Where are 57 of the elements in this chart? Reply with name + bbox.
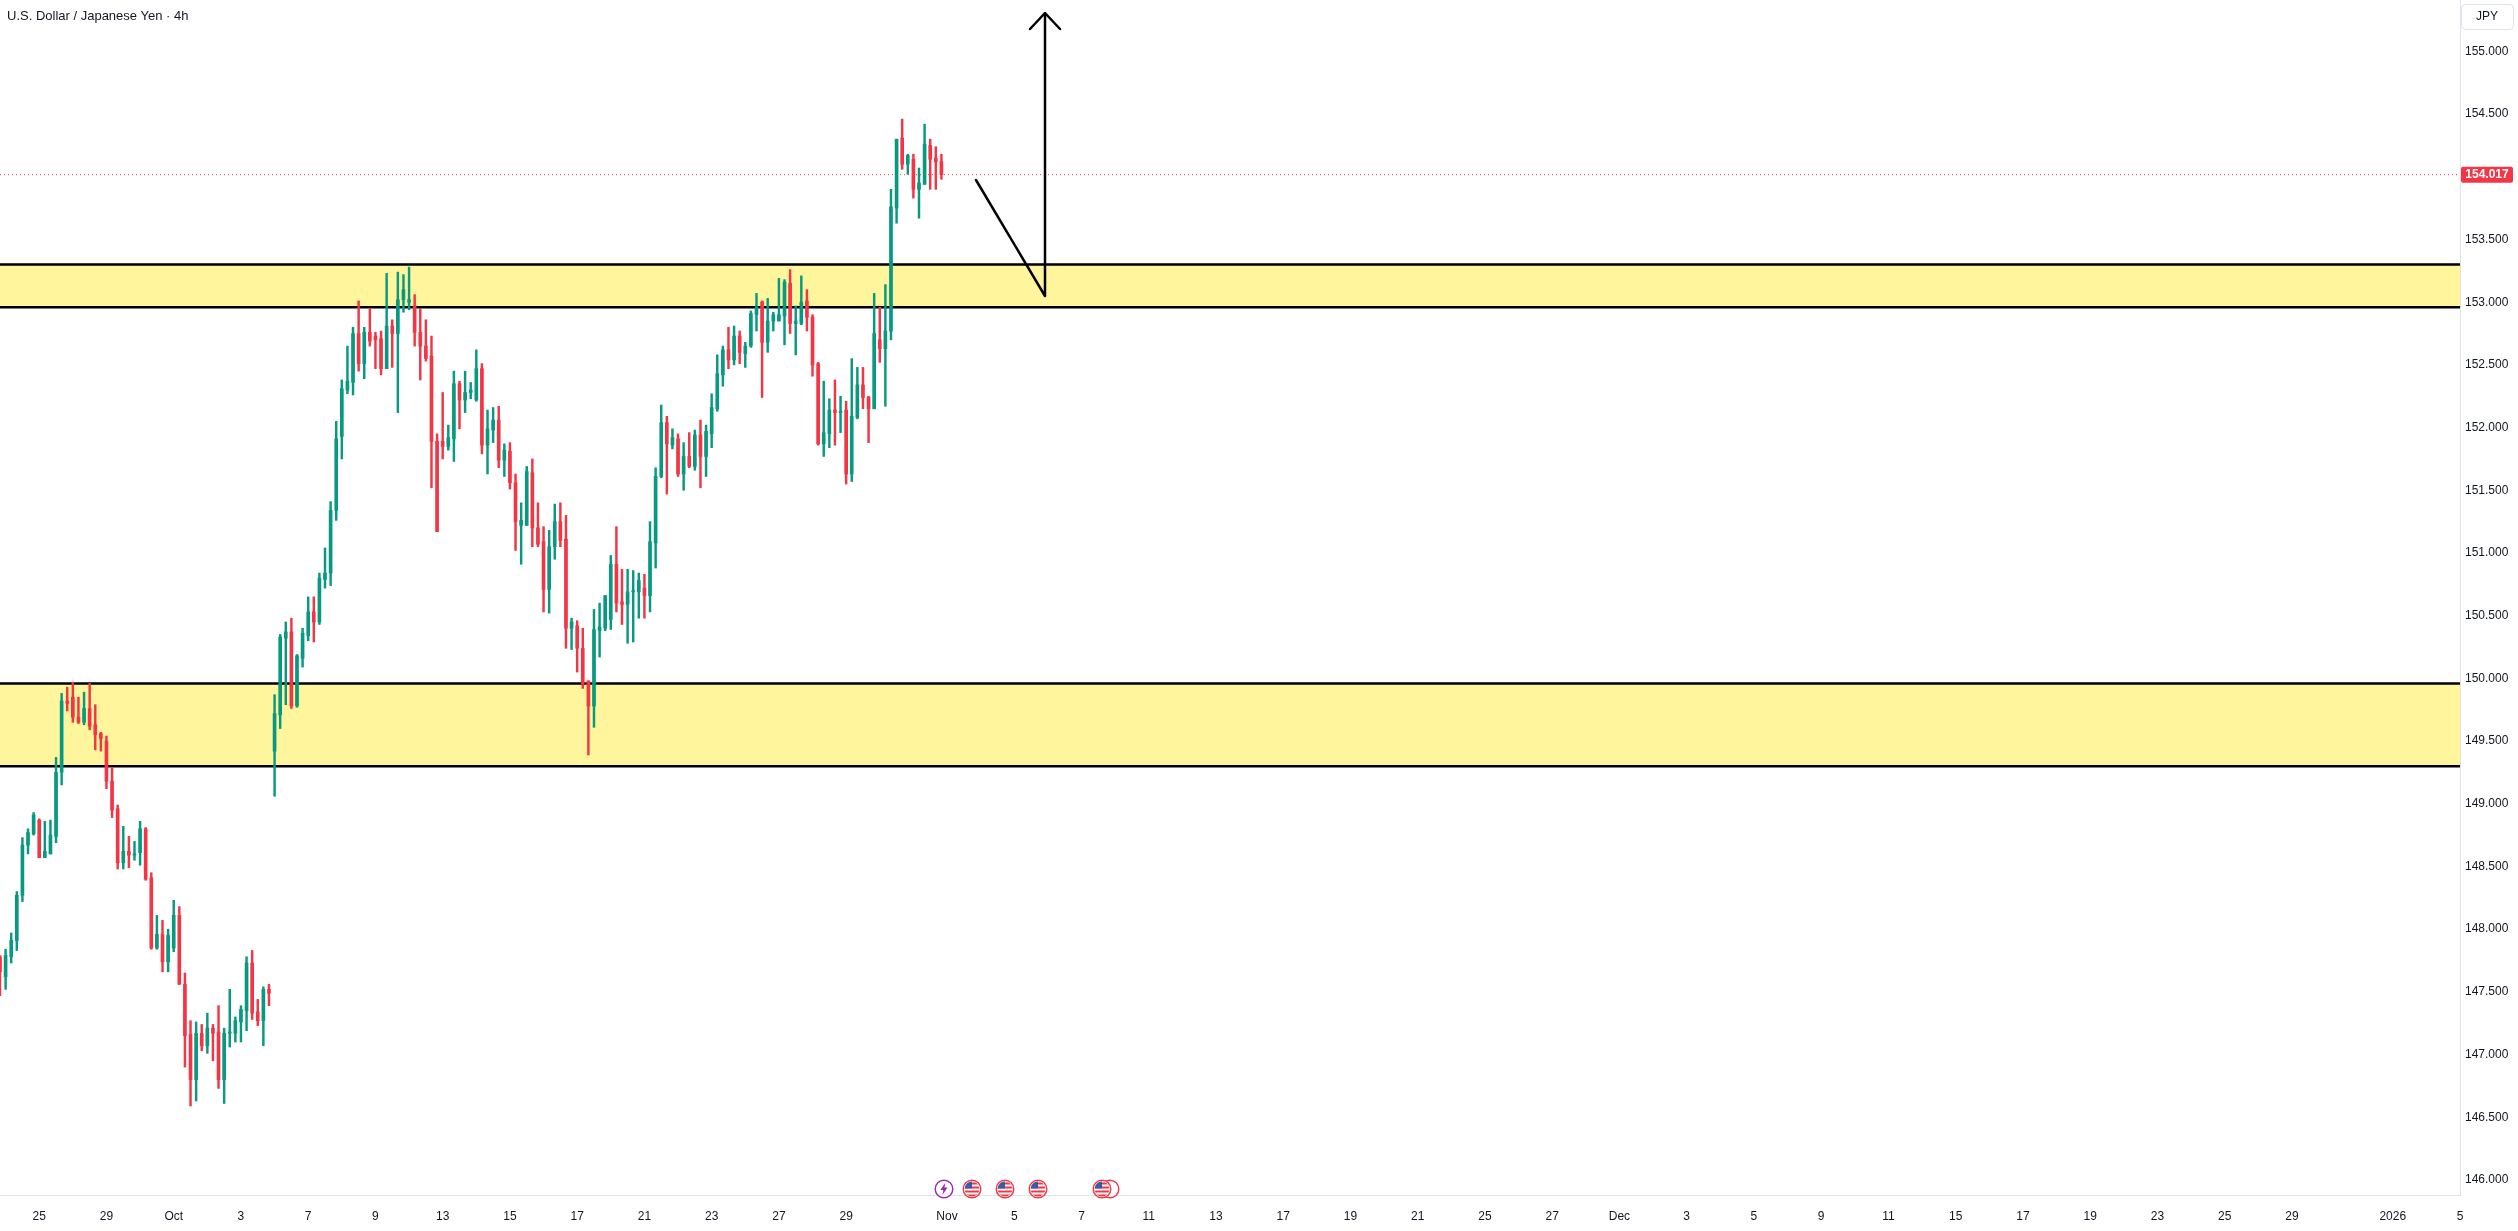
y-tick-label: 153.000 — [2465, 294, 2509, 309]
x-tick-label: 17 — [2016, 1208, 2030, 1223]
y-tick-label: 148.500 — [2465, 858, 2509, 873]
y-tick-label: 146.000 — [2465, 1172, 2509, 1187]
x-tick-label: 5 — [1750, 1208, 1758, 1223]
x-tick-label: 23 — [704, 1208, 719, 1223]
x-tick-label: 9 — [1817, 1208, 1825, 1223]
y-tick-label: 152.500 — [2465, 357, 2509, 372]
text: U.S. Dollar / Japanese Yen · 4h — [7, 7, 189, 23]
x-tick-label: 3 — [1683, 1208, 1691, 1223]
x-tick-label: Oct — [164, 1208, 184, 1223]
x-tick-label: 19 — [2083, 1208, 2098, 1223]
x-tick-label: 29 — [2285, 1208, 2299, 1223]
x-tick-label: 23 — [2150, 1208, 2165, 1223]
y-tick-label: 150.000 — [2465, 670, 2509, 685]
ref-line-label: 154.017 — [2465, 167, 2510, 182]
y-tick-label: 147.500 — [2465, 984, 2509, 999]
x-tick-label: 7 — [1078, 1208, 1086, 1223]
x-tick-label: 15 — [503, 1208, 517, 1223]
x-tick-label: 13 — [436, 1208, 450, 1223]
x-tick-label: 13 — [1209, 1208, 1223, 1223]
x-tick-label: 15 — [1948, 1208, 1963, 1223]
y-tick-label: 153.500 — [2465, 231, 2509, 246]
x-tick-label: 27 — [1545, 1208, 1560, 1223]
x-tick-label: 17 — [570, 1208, 585, 1223]
x-tick-label: 11 — [1142, 1208, 1156, 1223]
x-tick-label: 7 — [304, 1208, 312, 1223]
x-tick-label: 21 — [1411, 1208, 1425, 1223]
x-tick-label: 27 — [772, 1208, 786, 1223]
y-axis-title: JPY — [2475, 9, 2499, 24]
x-tick-label: 25 — [1478, 1208, 1492, 1223]
x-tick-label: 25 — [2217, 1208, 2232, 1223]
y-tick-label: 149.500 — [2465, 733, 2509, 748]
x-tick-label: 25 — [32, 1208, 47, 1223]
x-tick-label: Dec — [1608, 1208, 1631, 1223]
x-tick-label: 21 — [637, 1208, 652, 1223]
x-tick-label: 9 — [372, 1208, 380, 1223]
y-tick-label: 151.500 — [2465, 482, 2509, 497]
x-tick-label: 29 — [839, 1208, 854, 1223]
x-tick-label: 3 — [237, 1208, 245, 1223]
y-tick-label: 147.000 — [2465, 1046, 2509, 1061]
y-tick-label: 152.000 — [2465, 419, 2509, 434]
x-tick-label: 19 — [1343, 1208, 1358, 1223]
y-tick-label: 148.000 — [2465, 921, 2509, 936]
x-tick-label: Nov — [936, 1208, 958, 1223]
y-tick-label: 155.000 — [2465, 43, 2509, 58]
x-tick-label: 29 — [99, 1208, 114, 1223]
x-tick-label: 5 — [2456, 1208, 2464, 1223]
y-tick-label: 146.500 — [2465, 1109, 2509, 1124]
y-tick-label: 154.500 — [2465, 106, 2509, 121]
y-tick-label: 149.000 — [2465, 796, 2509, 811]
y-tick-label: 150.500 — [2465, 607, 2509, 622]
y-tick-label: 151.000 — [2465, 545, 2509, 560]
x-tick-label: 11 — [1882, 1208, 1895, 1223]
x-tick-label: 17 — [1276, 1208, 1291, 1223]
x-tick-label: 2026 — [2379, 1208, 2407, 1223]
x-tick-label: 5 — [1010, 1208, 1018, 1223]
